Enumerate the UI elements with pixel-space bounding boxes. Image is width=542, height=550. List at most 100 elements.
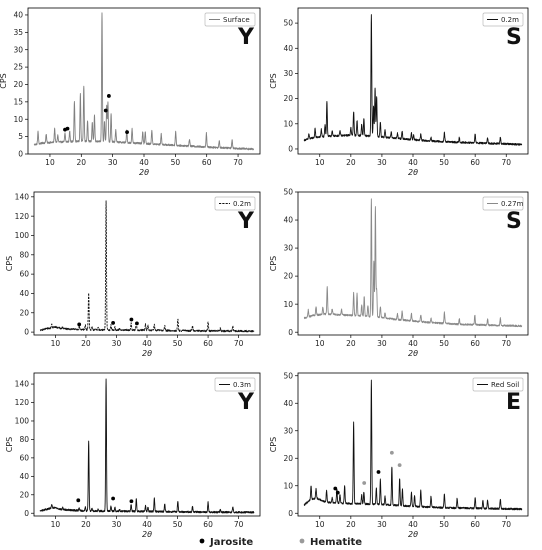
xrd-pattern-line xyxy=(39,200,255,333)
x-tick-label: 60 xyxy=(202,158,212,167)
jarosite-marker xyxy=(376,470,381,474)
x-tick-label: 10 xyxy=(315,339,325,348)
jarosite-marker xyxy=(129,317,134,322)
x-tick-label: 20 xyxy=(77,158,87,167)
x-tick-label: 20 xyxy=(346,158,356,167)
jarosite-marker xyxy=(333,486,338,491)
panel-letter: E xyxy=(506,390,521,415)
x-tick-label: 10 xyxy=(315,158,325,167)
y-tick-label: 60 xyxy=(19,453,29,462)
y-tick-label: 120 xyxy=(15,212,30,221)
y-tick-label: 50 xyxy=(283,371,293,380)
series-legend: 0.2m xyxy=(482,12,524,27)
x-tick-label: 30 xyxy=(377,158,387,167)
hematite-legend-dot xyxy=(299,538,305,544)
jarosite-marker xyxy=(135,321,139,326)
series-legend: Red Soil xyxy=(472,377,524,392)
jarosite-marker xyxy=(125,130,129,135)
x-tick-label: 10 xyxy=(45,158,55,167)
y-tick-label: 40 xyxy=(283,216,293,225)
y-tick-label: 100 xyxy=(15,417,30,426)
x-tick-label: 60 xyxy=(203,520,213,529)
y-tick-label: 15 xyxy=(13,97,23,106)
y-tick-label: 20 xyxy=(13,80,23,89)
y-tick-label: 20 xyxy=(19,490,29,499)
x-tick-label: 40 xyxy=(408,520,418,529)
hematite-marker xyxy=(362,481,367,485)
x-axis-title: 2θ xyxy=(408,530,418,539)
x-tick-label: 40 xyxy=(408,158,418,167)
jarosite-marker xyxy=(111,321,115,325)
series-legend: 0.2m xyxy=(214,196,256,211)
hematite-legend-label: Hematite xyxy=(310,537,362,548)
y-tick-label: 30 xyxy=(283,426,293,435)
legend-box xyxy=(214,196,256,211)
y-tick-label: 30 xyxy=(283,244,293,253)
y-tick-label: 50 xyxy=(283,19,293,28)
y-axis-title: CPS xyxy=(5,256,14,272)
x-tick-label: 20 xyxy=(346,520,356,529)
x-tick-label: 10 xyxy=(51,339,61,348)
series-legend: Surface xyxy=(204,12,256,27)
y-axis-title: CPS xyxy=(269,437,278,453)
jarosite-marker xyxy=(76,498,81,503)
x-tick-label: 70 xyxy=(501,520,511,529)
panel-letter: Y xyxy=(237,209,255,234)
y-tick-label: 10 xyxy=(283,119,293,128)
x-axis-title: 2θ xyxy=(142,530,152,539)
legend-box xyxy=(482,196,524,211)
x-tick-label: 20 xyxy=(81,520,91,529)
series-legend: 0.3m xyxy=(214,377,256,392)
legend-label: 0.3m xyxy=(233,381,251,389)
y-tick-label: 50 xyxy=(283,188,293,197)
y-tick-label: 30 xyxy=(283,69,293,78)
x-tick-label: 40 xyxy=(142,339,152,348)
panel-letter: S xyxy=(506,209,522,234)
series-legend: 0.27m xyxy=(482,196,524,211)
y-tick-label: 35 xyxy=(13,28,23,37)
y-tick-label: 40 xyxy=(13,11,23,20)
y-tick-label: 20 xyxy=(283,94,293,103)
legend-label: 0.2m xyxy=(501,16,519,24)
x-tick-label: 60 xyxy=(203,339,213,348)
x-tick-label: 20 xyxy=(81,339,91,348)
jarosite-legend-dot xyxy=(199,538,205,544)
plot-frame xyxy=(297,191,529,336)
x-tick-label: 60 xyxy=(470,339,480,348)
x-tick-label: 70 xyxy=(501,339,511,348)
plot-frame xyxy=(33,372,261,517)
legend-box xyxy=(204,12,256,27)
x-tick-label: 40 xyxy=(142,520,152,529)
x-tick-label: 70 xyxy=(501,158,511,167)
jarosite-legend-label: Jarosite xyxy=(209,537,253,548)
y-tick-label: 40 xyxy=(19,472,29,481)
xrd-panel-1: 10 20 30 40 50 60 7005101520253035402θCPSSurfa… xyxy=(0,7,261,177)
x-tick-label: 70 xyxy=(234,520,244,529)
x-tick-label: 10 xyxy=(51,520,61,529)
xrd-pattern-line xyxy=(303,14,523,146)
x-axis-title: 2θ xyxy=(408,349,418,358)
x-tick-label: 30 xyxy=(112,339,122,348)
xrd-pattern-line xyxy=(303,198,523,328)
x-axis-title: 2θ xyxy=(139,168,149,177)
mineral-legend: Jarosite Hematite xyxy=(199,537,362,548)
y-tick-label: 120 xyxy=(15,398,30,407)
y-tick-label: 10 xyxy=(283,481,293,490)
y-tick-label: 100 xyxy=(15,231,30,240)
y-tick-label: 10 xyxy=(283,300,293,309)
xrd-panel-3: 10 20 30 40 50 60 70 0 20 40 60 80 100 120 140 2θ CPS 0.2… xyxy=(5,191,261,358)
x-tick-label: 50 xyxy=(439,339,449,348)
xrd-panel-5: 10 20 30 40 50 60 70 0 20 40 60 80 100 120 140 2θ CPS 0.3… xyxy=(5,372,261,539)
jarosite-marker xyxy=(335,490,340,495)
plot-frame xyxy=(33,191,261,336)
plot-frame xyxy=(27,7,261,155)
y-tick-label: 80 xyxy=(19,435,29,444)
y-tick-label: 60 xyxy=(19,270,29,279)
x-tick-label: 30 xyxy=(377,339,387,348)
y-tick-label: 5 xyxy=(18,132,23,141)
y-tick-label: 0 xyxy=(18,150,23,159)
legend-label: 0.27m xyxy=(501,200,524,208)
x-tick-label: 70 xyxy=(234,339,244,348)
y-tick-label: 140 xyxy=(15,380,30,389)
